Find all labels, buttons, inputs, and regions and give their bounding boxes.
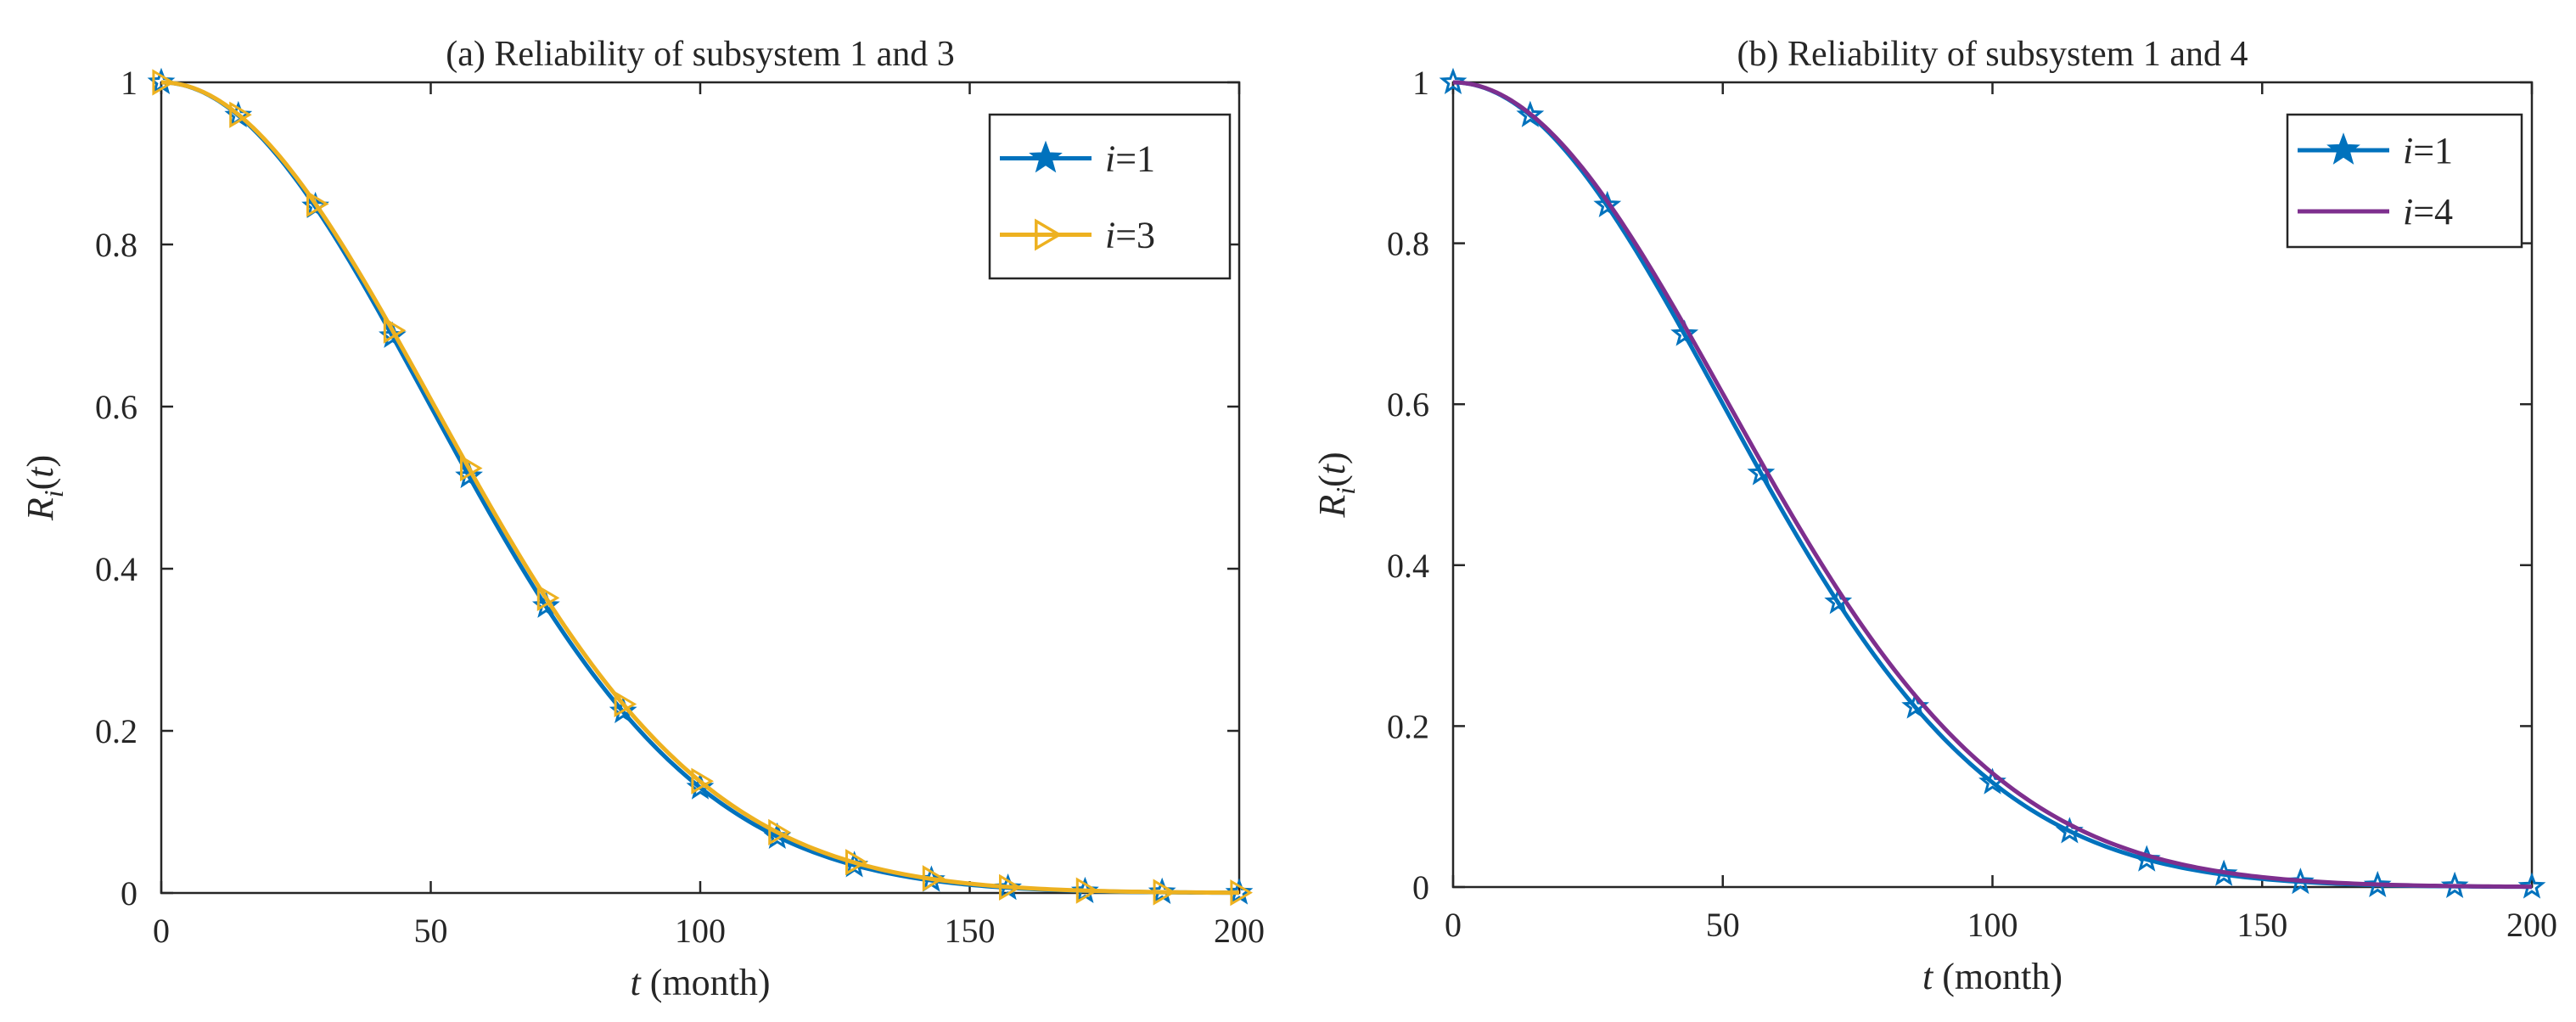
legend-label-rest: =1 (1115, 138, 1155, 180)
y-tick-label: 0 (121, 874, 137, 912)
x-axis-label-unit: (month) (1933, 956, 2062, 997)
y-tick-label: 0.8 (1387, 225, 1429, 263)
series-line (160, 80, 1240, 896)
legend: i=1i=4 (2286, 113, 2523, 249)
data-point-star (1593, 190, 1622, 217)
data-point-triangle (383, 317, 407, 344)
legend-label-var: i (1105, 215, 1115, 256)
legend-label-rest: =4 (2413, 191, 2453, 233)
data-point-star (2440, 871, 2469, 899)
legend-label-rest: =3 (1115, 215, 1155, 256)
series-i-4 (1452, 80, 2533, 890)
legend-label: i=4 (2403, 191, 2453, 233)
y-axis-label-base: R (1311, 495, 1353, 519)
y-axis-label-sub: i (38, 490, 69, 497)
data-point-star (1670, 319, 1699, 346)
y-axis-label-open: ( (20, 478, 61, 491)
y-axis-label: Ri(t) (20, 455, 69, 521)
x-tick-label: 0 (153, 912, 170, 950)
y-tick-label: 0.6 (95, 388, 137, 426)
data-point-triangle (229, 101, 252, 128)
data-point-triangle (998, 873, 1022, 901)
series-line (1452, 80, 2533, 890)
legend-marker-star (2326, 132, 2360, 165)
data-point-star (1439, 67, 1468, 94)
x-tick-label: 200 (2506, 906, 2557, 944)
legend-label-var: i (2403, 130, 2413, 171)
legend-label-var: i (1105, 138, 1115, 180)
y-axis-label-close: ) (20, 455, 61, 468)
y-axis-label-var: t (20, 466, 61, 478)
y-axis-label: Ri(t) (1311, 452, 1361, 518)
data-point-triangle (1153, 879, 1176, 906)
y-tick-label: 0.2 (1387, 707, 1429, 745)
data-point-triangle (691, 767, 714, 795)
data-point-triangle (922, 865, 946, 892)
panel-b: 0 50 100 150 200 0 0.2 0.4 0.6 0.8 1 (b) Reliabilit… (1311, 35, 2557, 997)
y-axis-label-sub: i (1330, 487, 1361, 495)
x-axis-label-unit: (month) (641, 962, 771, 1003)
x-axis-label-var: t (1922, 956, 1934, 997)
x-tick-label: 100 (1967, 906, 2018, 944)
chart-title: (b) Reliability of subsystem 1 and 4 (1737, 35, 2248, 74)
y-tick-label: 0.4 (1387, 547, 1429, 585)
y-tick-label: 0.8 (95, 226, 137, 264)
x-tick-label: 100 (675, 912, 726, 950)
data-point-star (2363, 870, 2392, 898)
data-point-triangle (768, 818, 791, 845)
legend-label: i=3 (1105, 215, 1155, 256)
legend-marker-star (1029, 140, 1063, 173)
y-tick-label: 0.2 (95, 712, 137, 750)
y-axis-label-close: ) (1311, 452, 1353, 464)
legend-label-var: i (2403, 191, 2413, 233)
data-point-triangle (1075, 877, 1099, 904)
legend-label: i=1 (1105, 138, 1155, 180)
y-tick-label: 1 (1412, 64, 1429, 102)
panel-a: 0 50 100 150 200 0 0.2 0.4 0.6 0.8 1 (a) Reliabilit… (20, 35, 1265, 1003)
data-point-triangle (459, 454, 483, 482)
x-tick-label: 50 (414, 912, 448, 950)
data-point-star (2517, 872, 2546, 899)
legend-box (2286, 113, 2523, 249)
y-axis-label-var: t (1311, 463, 1353, 474)
legend-label-rest: =1 (2413, 130, 2453, 171)
x-tick-label: 150 (945, 912, 996, 950)
y-tick-label: 0.6 (1387, 385, 1429, 424)
x-axis-label: t (month) (631, 962, 771, 1003)
x-tick-label: 150 (2236, 906, 2287, 944)
data-point-triangle (845, 849, 868, 876)
y-axis-label-open: ( (1311, 474, 1353, 487)
x-axis-label: t (month) (1922, 956, 2062, 997)
data-point-star (1516, 100, 1545, 127)
data-point-triangle (306, 190, 329, 217)
data-point-triangle (614, 690, 637, 718)
x-tick-label: 50 (1706, 906, 1740, 944)
data-point-triangle (1230, 879, 1253, 907)
data-point-triangle (152, 69, 175, 96)
legend: i=1i=3 (988, 113, 1232, 280)
data-point-star (1747, 458, 1776, 486)
chart-title: (a) Reliability of subsystem 1 and 3 (446, 35, 955, 74)
x-tick-label: 200 (1214, 912, 1265, 950)
legend-marker-triangle (1035, 218, 1063, 251)
y-tick-label: 0 (1412, 868, 1429, 907)
x-tick-label: 0 (1445, 906, 1462, 944)
y-axis-label-base: R (20, 497, 61, 521)
x-axis-label-var: t (631, 962, 643, 1003)
legend-label: i=1 (2403, 130, 2453, 171)
legend-box (988, 113, 1232, 280)
series-i-3 (152, 69, 1253, 907)
data-point-triangle (536, 584, 560, 612)
y-tick-label: 0.4 (95, 550, 137, 588)
y-tick-label: 1 (121, 64, 137, 102)
